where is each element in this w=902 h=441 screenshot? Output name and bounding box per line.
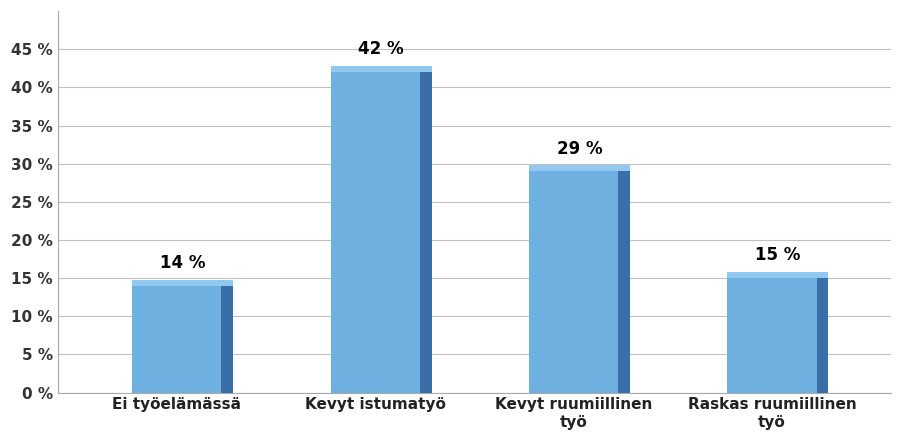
Bar xyxy=(727,272,828,278)
Bar xyxy=(133,280,234,286)
Text: 29 %: 29 % xyxy=(557,140,603,157)
Bar xyxy=(330,66,432,72)
Bar xyxy=(529,165,630,172)
Bar xyxy=(816,278,828,392)
Bar xyxy=(618,172,630,392)
Bar xyxy=(529,172,618,392)
Bar xyxy=(419,72,432,392)
Bar xyxy=(133,286,222,392)
Bar xyxy=(222,286,234,392)
Text: 15 %: 15 % xyxy=(755,247,800,265)
Bar xyxy=(727,278,816,392)
Text: 42 %: 42 % xyxy=(358,41,404,58)
Bar xyxy=(330,72,419,392)
Text: 14 %: 14 % xyxy=(160,254,206,272)
